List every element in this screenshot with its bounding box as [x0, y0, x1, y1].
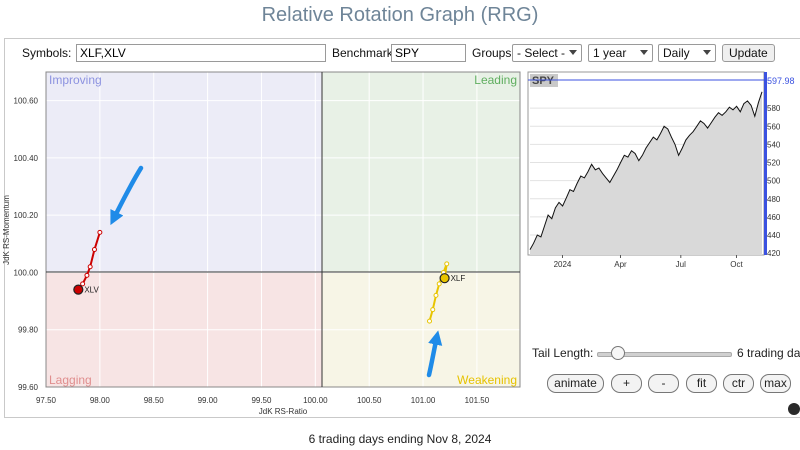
range-marker	[764, 72, 767, 255]
quadrant-label-lagging: Lagging	[49, 373, 92, 387]
spy-y-tick-label: 480	[767, 195, 781, 204]
rrg-tail-point	[436, 281, 442, 287]
quadrant-leading	[322, 72, 520, 272]
rrg-x-tick-label: 101.50	[465, 396, 490, 405]
quadrant-improving	[46, 72, 322, 272]
rrg-tail-point	[427, 318, 433, 324]
zoom-out-button[interactable]: -	[648, 374, 679, 393]
rrg-y-axis-label: JdK RS-Momentum	[2, 195, 11, 265]
rrg-head-point	[73, 284, 84, 295]
rrg-tail-point	[80, 281, 86, 287]
spy-x-axis: 2024 Apr Jul Oct	[554, 255, 743, 269]
tail-length-slider[interactable]	[597, 352, 732, 357]
spy-y-tick-label: 520	[767, 159, 781, 168]
rrg-tail-point	[433, 292, 439, 298]
rrg-x-axis-label: JdK RS-Ratio	[259, 407, 308, 416]
rrg-x-tick-label: 101.00	[411, 396, 436, 405]
spy-y-tick-label: 580	[767, 104, 781, 113]
rrg-series: XLV XLF	[73, 229, 466, 324]
max-button[interactable]: max	[760, 374, 791, 393]
quadrant-label-leading: Leading	[474, 73, 517, 87]
last-price-label: 597.98	[767, 76, 795, 86]
spy-chart-title: SPY	[532, 75, 555, 87]
zoom-in-button[interactable]: +	[611, 374, 642, 393]
groups-label: Groups:	[472, 46, 515, 60]
spy-y-axis: 420 440 460 480 500 520 540 560 580	[767, 104, 781, 258]
spy-y-tick-label: 440	[767, 231, 781, 240]
benchmark-label: Benchmark:	[332, 46, 397, 60]
animate-button[interactable]: animate	[547, 374, 604, 393]
footer-caption: 6 trading days ending Nov 8, 2024	[308, 432, 492, 446]
rrg-x-tick-label: 99.50	[251, 396, 272, 405]
rrg-plot-border	[45, 71, 521, 388]
center-button[interactable]: ctr	[723, 374, 754, 393]
spy-y-tick-label: 420	[767, 249, 781, 258]
tail-length-slider-thumb[interactable]	[610, 346, 625, 360]
spy-x-tick-label: 2024	[554, 260, 572, 269]
rrg-y-tick-label: 100.40	[14, 154, 39, 163]
rrg-y-tick-label: 99.60	[18, 383, 39, 392]
rrg-x-axis: 97.50 98.00 98.50 99.00 99.50 100.00 100.50 101…	[36, 396, 490, 405]
annotation-arrow	[110, 165, 144, 226]
rrg-x-tick-label: 99.00	[198, 396, 219, 405]
chevron-down-icon	[569, 50, 577, 55]
chevron-down-icon	[640, 50, 648, 55]
quadrant-label-improving: Improving	[49, 73, 102, 87]
period-select[interactable]: 1 year	[588, 44, 653, 62]
rrg-y-tick-label: 100.60	[14, 97, 39, 106]
symbols-label: Symbols:	[22, 46, 72, 60]
frequency-select-value: Daily	[663, 46, 690, 60]
spy-y-tick-label: 500	[767, 177, 781, 186]
rrg-x-tick-label: 100.00	[303, 396, 328, 405]
rrg-series-label: XLV	[84, 286, 99, 295]
spy-price-line	[529, 91, 763, 250]
rrg-y-axis: 100.60 100.40 100.20 100.00 99.80 99.60	[14, 97, 39, 392]
rrg-tail-xlv[interactable]: XLV	[73, 229, 103, 295]
benchmark-input[interactable]	[391, 44, 466, 62]
annotation-arrow	[426, 330, 443, 378]
page-title: Relative Rotation Graph (RRG)	[261, 4, 539, 26]
groups-select-value: - Select -	[517, 46, 566, 60]
symbols-input[interactable]	[76, 44, 326, 62]
rrg-tail-xlf[interactable]: XLF	[427, 261, 466, 324]
scroll-indicator[interactable]	[788, 403, 800, 415]
rrg-head-point	[439, 273, 450, 284]
spy-x-tick-label: Apr	[614, 260, 627, 269]
rrg-x-tick-label: 100.50	[357, 396, 382, 405]
spy-price-area	[530, 91, 762, 255]
rrg-tail-point	[91, 247, 97, 253]
tail-length-value: 6 trading day	[737, 346, 800, 360]
tail-length-label: Tail Length:	[532, 346, 594, 360]
rrg-tail-point	[87, 264, 93, 270]
fit-button[interactable]: fit	[686, 374, 717, 393]
spy-x-tick-label: Jul	[676, 260, 686, 269]
rrg-tail-point	[430, 307, 436, 313]
spy-y-tick-label: 540	[767, 140, 781, 149]
spy-y-tick-label: 460	[767, 213, 781, 222]
frequency-select[interactable]: Daily	[658, 44, 716, 62]
rrg-y-tick-label: 100.20	[14, 211, 39, 220]
chevron-down-icon	[703, 50, 711, 55]
rrg-x-tick-label: 98.50	[144, 396, 165, 405]
title-bar: Relative Rotation Graph (RRG)	[0, 0, 800, 34]
rrg-x-tick-label: 98.00	[90, 396, 111, 405]
spy-y-tick-label: 560	[767, 122, 781, 131]
rrg-tail-point	[84, 272, 90, 278]
quadrant-label-weakening: Weakening	[457, 373, 517, 387]
rrg-y-tick-label: 99.80	[18, 326, 39, 335]
groups-select[interactable]: - Select -	[512, 44, 582, 62]
rrg-series-label: XLF	[451, 274, 466, 283]
rrg-tail-point	[97, 229, 103, 235]
rrg-x-tick-label: 97.50	[36, 396, 57, 405]
rrg-tail-point	[444, 261, 450, 267]
period-select-value: 1 year	[593, 46, 627, 60]
spy-x-tick-label: Oct	[730, 260, 743, 269]
update-button[interactable]: Update	[722, 44, 775, 62]
rrg-y-tick-label: 100.00	[14, 268, 39, 277]
